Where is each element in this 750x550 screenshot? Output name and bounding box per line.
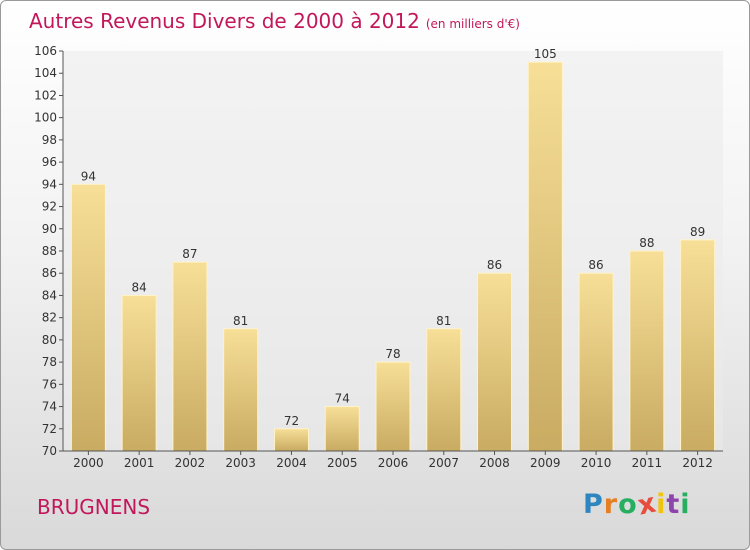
proxiti-logo: Proxiti — [583, 487, 691, 521]
data-label-2012: 89 — [690, 225, 705, 239]
logo-letter: t — [666, 489, 681, 520]
x-tick-label-2005: 2005 — [327, 456, 358, 470]
bar-2008 — [477, 272, 513, 452]
bar-2009 — [527, 61, 563, 452]
y-tick-label-86: 86 — [42, 266, 57, 280]
data-labels-group: 94 84 87 81 72 74 78 81 86 105 86 88 89 — [81, 47, 706, 428]
bar-2011 — [629, 250, 665, 452]
data-label-2002: 87 — [182, 247, 197, 261]
logo-letter: o — [618, 489, 638, 520]
data-label-2009: 105 — [534, 47, 557, 61]
x-tick-label-2001: 2001 — [124, 456, 155, 470]
commune-name: BRUGNENS — [37, 495, 151, 519]
y-tick-label-106: 106 — [34, 44, 57, 58]
x-tick-label-2006: 2006 — [378, 456, 409, 470]
data-label-2003: 81 — [233, 314, 248, 328]
y-tick-label-90: 90 — [42, 222, 57, 236]
bar-2007 — [426, 328, 462, 452]
bars-group — [70, 61, 716, 452]
y-tick-label-102: 102 — [34, 88, 57, 102]
data-label-2010: 86 — [588, 258, 603, 272]
data-label-2000: 94 — [81, 169, 96, 183]
x-tick-label-2000: 2000 — [73, 456, 104, 470]
y-tick-label-96: 96 — [42, 155, 57, 169]
logo-letter: r — [603, 489, 619, 520]
x-tick-label-2010: 2010 — [581, 456, 612, 470]
y-tick-label-76: 76 — [42, 377, 57, 391]
bar-2002 — [172, 261, 208, 452]
chart-title-main: Autres Revenus Divers de 2000 à 2012 — [29, 9, 420, 33]
chart-title: Autres Revenus Divers de 2000 à 2012 (en … — [29, 9, 520, 33]
data-label-2004: 72 — [284, 414, 299, 428]
bar-2004 — [273, 428, 309, 452]
x-tick-label-2004: 2004 — [276, 456, 307, 470]
x-tick-label-2007: 2007 — [428, 456, 459, 470]
data-label-2007: 81 — [436, 314, 451, 328]
y-tick-label-94: 94 — [42, 177, 57, 191]
x-tick-label-2008: 2008 — [479, 456, 510, 470]
y-tick-label-104: 104 — [34, 66, 57, 80]
x-tick-label-2011: 2011 — [632, 456, 663, 470]
bar-2000 — [70, 183, 106, 452]
bar-2012 — [680, 239, 716, 452]
bar-2010 — [578, 272, 614, 452]
data-label-2011: 88 — [639, 236, 654, 250]
x-tick-label-2009: 2009 — [530, 456, 561, 470]
axes-group: 70 72 74 76 78 80 82 84 86 88 90 92 94 96 98 100 102 104 1… — [34, 44, 723, 470]
x-tick-label-2012: 2012 — [682, 456, 713, 470]
logo-letter: P — [583, 489, 604, 520]
y-tick-label-82: 82 — [42, 311, 57, 325]
bar-2001 — [121, 294, 157, 452]
bar-2006 — [375, 361, 411, 452]
y-tick-label-70: 70 — [42, 444, 57, 458]
x-tick-label-2003: 2003 — [225, 456, 256, 470]
y-tick-label-80: 80 — [42, 333, 57, 347]
y-tick-label-98: 98 — [42, 133, 57, 147]
y-tick-label-84: 84 — [42, 288, 57, 302]
y-tick-label-88: 88 — [42, 244, 57, 258]
bar-2003 — [223, 328, 259, 452]
bar-2005 — [324, 406, 360, 452]
y-tick-label-100: 100 — [34, 111, 57, 125]
y-tick-label-78: 78 — [42, 355, 57, 369]
data-label-2008: 86 — [487, 258, 502, 272]
data-label-2006: 78 — [385, 347, 400, 361]
logo-letter: i — [656, 489, 667, 520]
y-tick-label-92: 92 — [42, 200, 57, 214]
x-tick-label-2002: 2002 — [175, 456, 206, 470]
y-tick-label-72: 72 — [42, 422, 57, 436]
logo-letter: i — [680, 489, 691, 520]
data-label-2001: 84 — [132, 280, 147, 294]
y-tick-label-74: 74 — [42, 400, 57, 414]
chart-title-unit: (en milliers d'€) — [425, 17, 520, 31]
data-label-2005: 74 — [335, 392, 350, 406]
